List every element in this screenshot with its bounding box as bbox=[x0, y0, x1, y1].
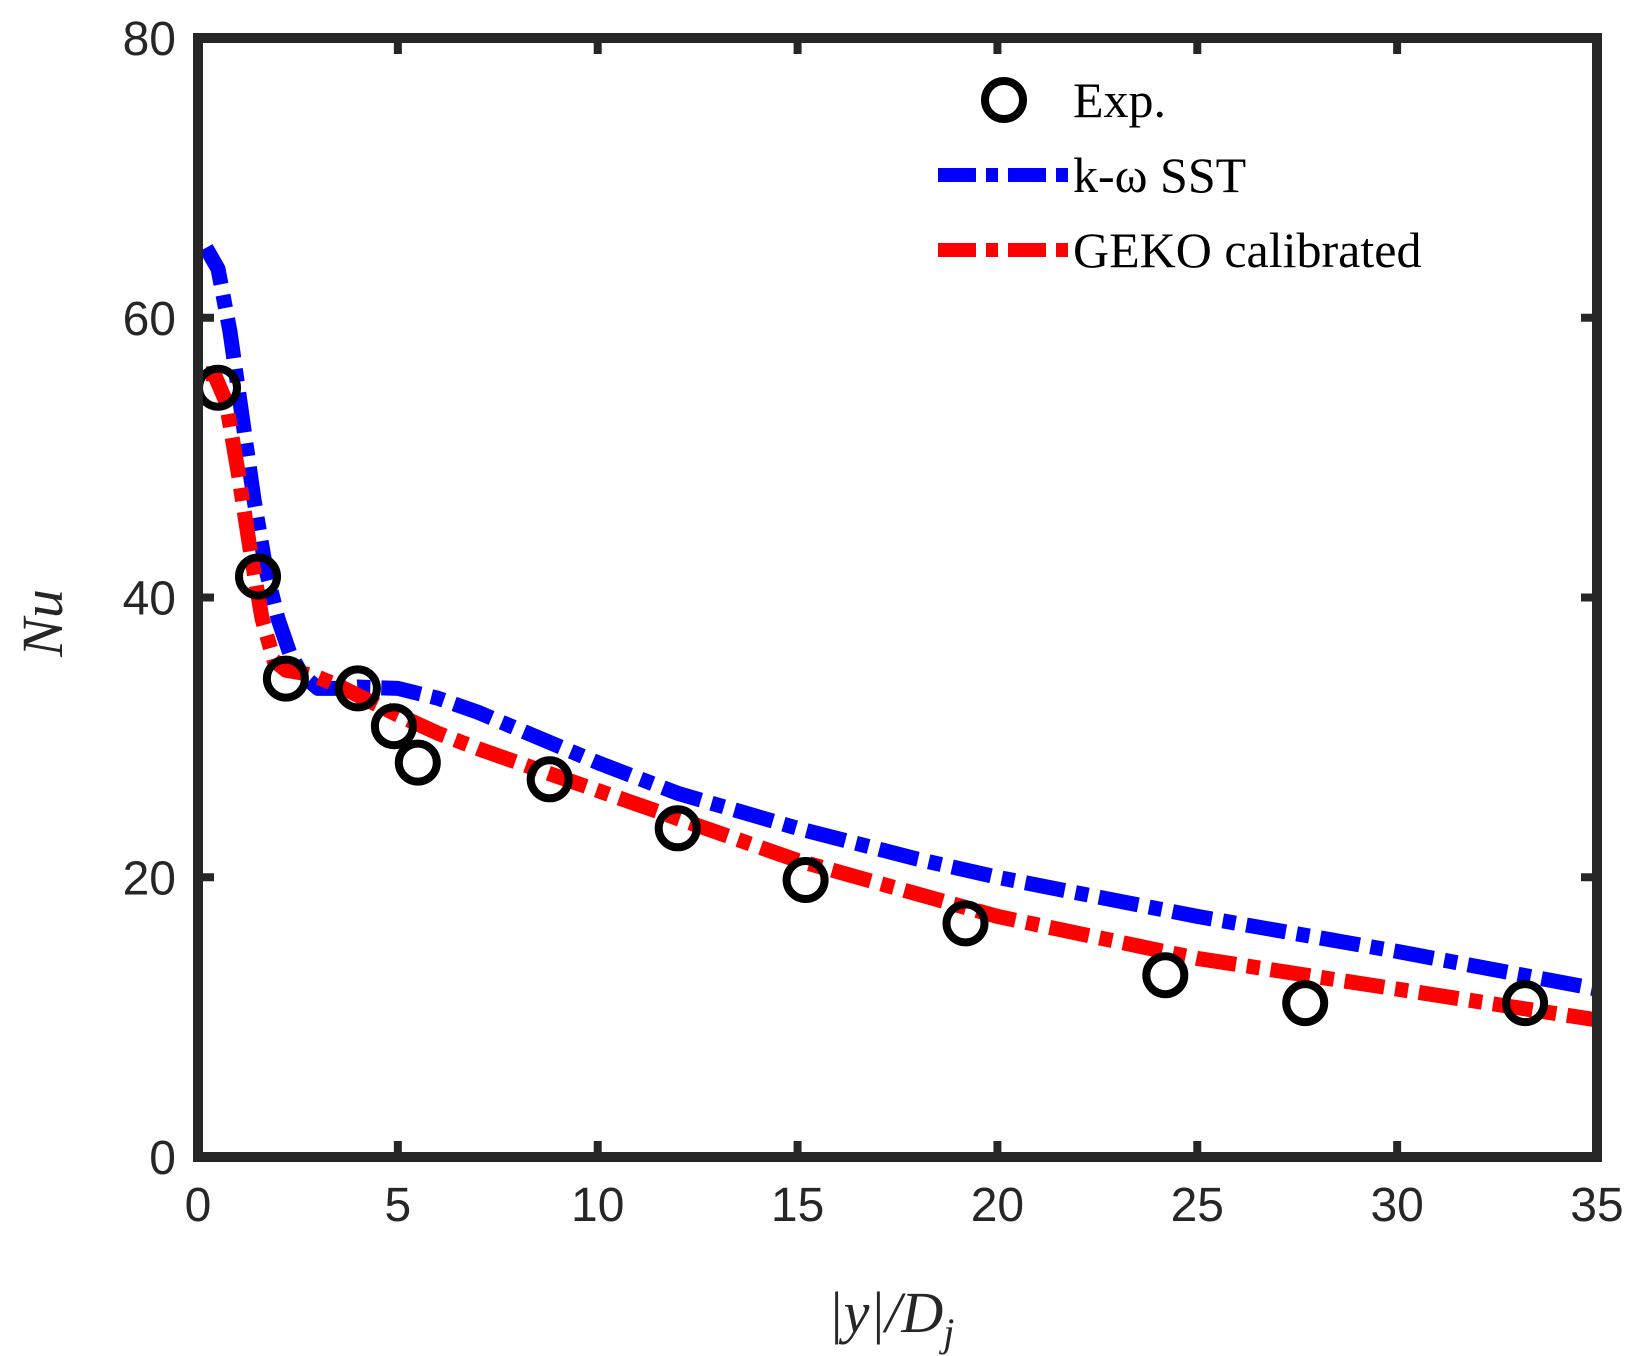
y-tick-label-0: 0 bbox=[149, 1132, 176, 1185]
legend: Exp. k-ω SST GEKO calibrated bbox=[938, 72, 1421, 278]
series-line-geko bbox=[206, 366, 1599, 1028]
legend-marker-exp bbox=[981, 77, 1027, 123]
x-tick-label-3: 15 bbox=[771, 1179, 824, 1232]
exp-marker-10 bbox=[1142, 952, 1189, 999]
exp-marker-1 bbox=[235, 553, 281, 600]
ticks-layer: 0 5 10 15 20 25 30 35 0 20 40 60 80 bbox=[123, 13, 1624, 1232]
y-tick-label-4: 80 bbox=[123, 13, 176, 66]
x-axis-label-bar-left: | bbox=[828, 1280, 844, 1345]
x-axis-label-D: D bbox=[900, 1280, 943, 1345]
series-line-sst bbox=[199, 244, 1599, 997]
x-tick-label-2: 10 bbox=[571, 1179, 624, 1232]
x-axis-label-y: y bbox=[839, 1280, 870, 1345]
x-tick-label-0: 0 bbox=[185, 1179, 212, 1232]
y-tick-label-1: 20 bbox=[123, 852, 176, 905]
plot-area bbox=[198, 38, 1597, 1157]
y-tick-label-2: 40 bbox=[123, 573, 176, 626]
x-tick-label-6: 30 bbox=[1370, 1179, 1423, 1232]
series-layer bbox=[195, 244, 1599, 1028]
y-axis-label: Nu bbox=[10, 589, 75, 658]
x-axis-label-bar-right: |/ bbox=[869, 1280, 906, 1345]
exp-marker-3 bbox=[334, 665, 381, 712]
x-tick-label-1: 5 bbox=[385, 1179, 412, 1232]
x-tick-label-4: 20 bbox=[971, 1179, 1024, 1232]
x-tick-label-7: 35 bbox=[1570, 1179, 1623, 1232]
legend-label-geko: GEKO calibrated bbox=[1073, 222, 1421, 278]
exp-marker-7 bbox=[654, 805, 701, 852]
y-tick-label-3: 60 bbox=[123, 293, 176, 346]
exp-marker-5 bbox=[394, 739, 441, 786]
exp-marker-6 bbox=[526, 756, 573, 803]
plot-background bbox=[198, 38, 1597, 1157]
x-axis-label-subscript: j bbox=[938, 1310, 954, 1355]
exp-marker-11 bbox=[1282, 980, 1329, 1027]
x-axis-label: |y|/Dj bbox=[828, 1280, 955, 1355]
legend-label-exp: Exp. bbox=[1073, 72, 1166, 128]
exp-marker-4 bbox=[370, 703, 417, 750]
x-tick-label-5: 25 bbox=[1171, 1179, 1224, 1232]
exp-marker-9 bbox=[942, 900, 989, 947]
legend-item-geko: GEKO calibrated bbox=[938, 222, 1421, 278]
exp-marker-8 bbox=[782, 857, 829, 903]
exp-marker-2 bbox=[262, 655, 309, 702]
svg-text:|y|/Dj: |y|/Dj bbox=[828, 1280, 955, 1355]
exp-marker-12 bbox=[1502, 980, 1549, 1027]
legend-label-sst: k-ω SST bbox=[1073, 147, 1246, 203]
legend-item-sst: k-ω SST bbox=[938, 147, 1246, 203]
legend-item-exp: Exp. bbox=[981, 72, 1166, 128]
